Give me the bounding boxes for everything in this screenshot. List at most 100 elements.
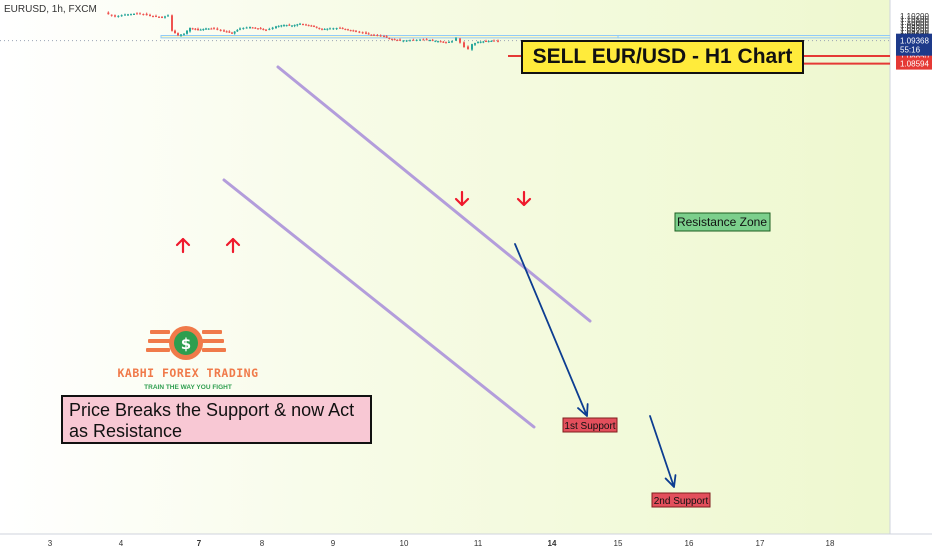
candle-body bbox=[437, 41, 439, 43]
x-tick-label-11: 18 bbox=[826, 539, 835, 548]
candle-body bbox=[318, 27, 321, 29]
logo-wing-right-1 bbox=[202, 330, 222, 334]
candle-body bbox=[391, 38, 393, 40]
candle-body bbox=[155, 15, 157, 17]
candle-body bbox=[383, 35, 385, 37]
price-scale-background bbox=[890, 0, 932, 550]
candle-body bbox=[379, 35, 382, 37]
candle-body bbox=[158, 16, 160, 18]
candle-body bbox=[296, 24, 299, 26]
candle-body bbox=[180, 34, 182, 36]
candle-body bbox=[127, 14, 129, 16]
candle-body bbox=[405, 40, 408, 42]
channel-lower-line bbox=[222, 178, 536, 429]
candle-body bbox=[251, 27, 254, 29]
projection-arrow-1 bbox=[514, 243, 589, 417]
candle-body bbox=[373, 34, 375, 36]
candle-body bbox=[352, 30, 355, 32]
candle-body bbox=[124, 14, 126, 16]
candle-body bbox=[487, 41, 490, 43]
candle-body bbox=[412, 39, 415, 41]
candle-body bbox=[315, 26, 318, 28]
symbol-label: EURUSD, 1h, FXCM bbox=[4, 4, 97, 15]
logo-wing-right-2 bbox=[202, 339, 224, 343]
candle-body bbox=[114, 15, 116, 17]
y-tick-label-4: 1.09800 bbox=[900, 24, 929, 33]
candle-body bbox=[225, 31, 228, 33]
support-price-tag-2 bbox=[896, 57, 932, 70]
candle-body bbox=[445, 42, 447, 44]
candle-body bbox=[332, 28, 335, 30]
candle-body bbox=[344, 28, 347, 30]
y-tick-label-0: 1.10200 bbox=[900, 12, 929, 21]
candle-body bbox=[422, 39, 425, 41]
zone-label-box bbox=[674, 212, 771, 232]
candle-body bbox=[442, 41, 445, 43]
candle-body bbox=[265, 29, 267, 31]
x-tick-label-1: 4 bbox=[119, 539, 124, 548]
x-tick-label-6: 11 bbox=[474, 539, 483, 548]
candle-body bbox=[385, 36, 388, 38]
candle-body bbox=[259, 28, 262, 30]
candle-body bbox=[451, 41, 453, 43]
candle-body bbox=[425, 39, 428, 41]
candle-body bbox=[110, 14, 113, 16]
candle-body bbox=[133, 13, 135, 15]
candle-body bbox=[291, 25, 293, 27]
candle-body bbox=[455, 38, 457, 41]
x-tick-label-2: 7 bbox=[197, 539, 202, 548]
support-label-2: 2nd Support bbox=[654, 496, 709, 507]
plot-background bbox=[0, 0, 890, 534]
support-price-value-2: 1.08594 bbox=[900, 60, 929, 69]
candle-body bbox=[393, 39, 396, 41]
candle-body bbox=[341, 27, 344, 29]
candle-body bbox=[136, 13, 138, 15]
candle-body bbox=[223, 30, 225, 32]
support-label-box-1 bbox=[562, 417, 618, 433]
candle-body bbox=[191, 28, 194, 30]
candle-body bbox=[335, 28, 338, 30]
candle-body bbox=[358, 31, 361, 33]
candle-body bbox=[277, 25, 280, 27]
support-price-value-1: 1.08850 bbox=[900, 52, 929, 61]
candle-body bbox=[474, 43, 476, 45]
candle-body bbox=[186, 30, 188, 34]
logo-inner-circle bbox=[174, 331, 198, 355]
candle-body bbox=[283, 24, 285, 26]
candle-body bbox=[231, 32, 233, 34]
candle-body bbox=[299, 23, 301, 25]
channel-upper-line bbox=[276, 65, 592, 323]
candle-body bbox=[171, 15, 173, 31]
candle-body bbox=[497, 40, 499, 42]
candle-body bbox=[326, 28, 329, 30]
candle-body bbox=[239, 28, 241, 30]
logo-wing-left-3 bbox=[146, 348, 170, 352]
candle-body bbox=[471, 44, 473, 50]
candle-body bbox=[249, 26, 251, 28]
red-arrow-down-2 bbox=[516, 190, 532, 207]
red-arrow-up-2 bbox=[225, 237, 241, 254]
candle-body bbox=[254, 27, 257, 29]
candle-body bbox=[107, 12, 110, 15]
brand-tagline: TRAIN THE WAY YOU FIGHT bbox=[144, 384, 232, 391]
candle-body bbox=[365, 32, 367, 34]
candle-body bbox=[448, 41, 450, 43]
candle-body bbox=[161, 16, 163, 18]
candle-body bbox=[321, 28, 323, 30]
red-arrow-up-1 bbox=[175, 237, 191, 254]
x-tick-label-5: 10 bbox=[400, 539, 409, 548]
candle-body bbox=[202, 29, 205, 31]
candle-body bbox=[242, 27, 245, 29]
x-tick-label-10: 17 bbox=[756, 539, 765, 548]
x-tick-label-9: 16 bbox=[685, 539, 694, 548]
x-tick-label-4: 9 bbox=[331, 539, 336, 548]
candle-body bbox=[142, 14, 145, 16]
brand-logo: $ bbox=[146, 326, 226, 360]
dollar-icon: $ bbox=[181, 335, 191, 353]
candle-body bbox=[199, 29, 202, 31]
logo-wing-left-1 bbox=[150, 330, 170, 334]
candle-body bbox=[262, 28, 265, 30]
candle-body bbox=[463, 42, 465, 48]
candle-body bbox=[275, 26, 277, 28]
